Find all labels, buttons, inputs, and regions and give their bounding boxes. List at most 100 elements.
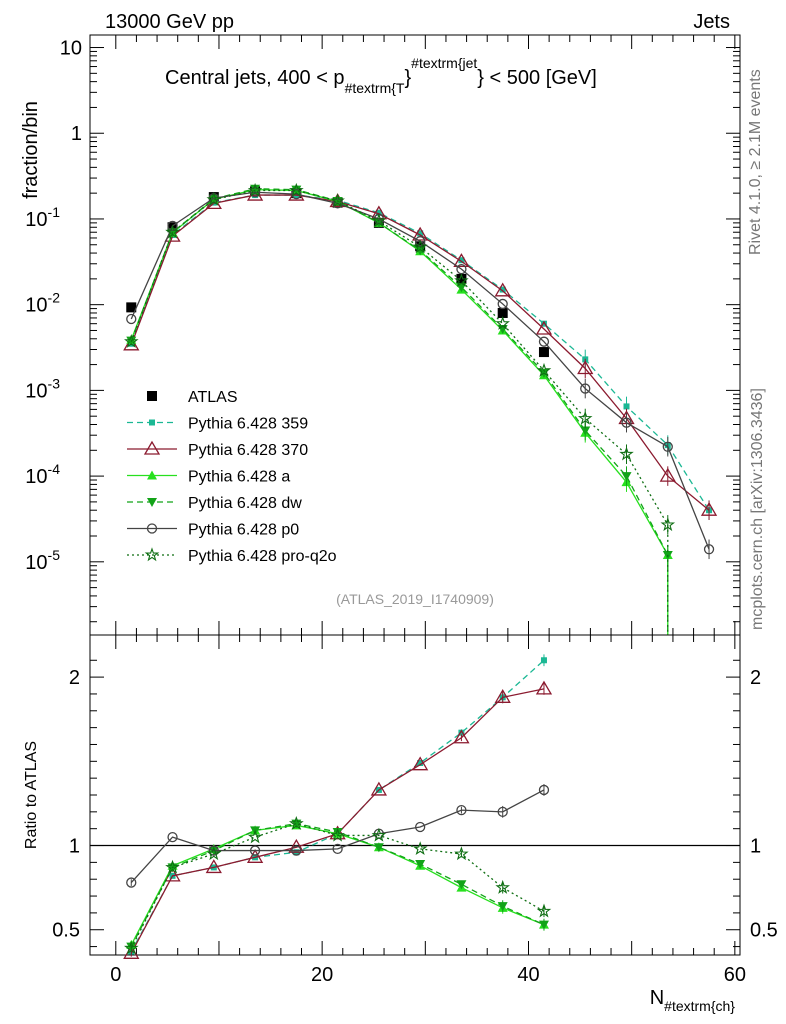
series-line-pq2o [130, 189, 669, 526]
legend-marker-pp0 [146, 523, 158, 534]
ratio-y-tick-label: 2 [69, 667, 80, 689]
ratio-point-p370 [412, 756, 429, 771]
svg-text:N#textrm{ch}: N#textrm{ch} [650, 987, 736, 1014]
legend-item-pa: Pythia 6.428 a [127, 469, 290, 486]
data-point-pp0 [662, 441, 673, 452]
ratio-line-p370 [130, 688, 545, 954]
data-point-p370 [659, 467, 676, 482]
main-y-tick-label: 10 [60, 38, 82, 60]
data-point-pq2o [577, 410, 593, 425]
data-point-pp0 [703, 544, 715, 555]
watermark: (ATLAS_2019_I1740909) [336, 591, 494, 607]
main-y-tick-exp: -4 [48, 461, 61, 477]
ratio-line-pp0 [130, 789, 545, 884]
data-point-pq2o [165, 224, 180, 239]
legend-label-pa: Pythia 6.428 a [188, 469, 290, 486]
ratio-series-pdw [126, 819, 549, 952]
legend-label-p370: Pythia 6.428 370 [188, 442, 308, 459]
data-point-p359 [499, 286, 506, 293]
data-point-pq2o [536, 362, 552, 377]
ratio-point-pq2o [330, 827, 345, 842]
ratio-series-pa [126, 820, 549, 949]
main-y-tick-label: 10-2 [25, 290, 60, 317]
main-title-end: } < 500 [GeV] [477, 67, 597, 89]
series-line-pdw [130, 188, 669, 556]
data-point-pp0 [621, 417, 632, 428]
header-right: Jets [693, 11, 730, 33]
ratio-ylabel: Ratio to ATLAS [23, 741, 40, 849]
main-ylabel: fraction/bin [20, 101, 42, 199]
ratio-point-pp0 [291, 845, 302, 856]
data-point-p359 [458, 257, 465, 264]
ratio-point-pq2o [412, 841, 428, 856]
legend-item-pdw: Pythia 6.428 dw [127, 495, 302, 512]
series-pq2o [124, 182, 676, 635]
main-frame [89, 34, 741, 636]
side-rivet: Rivet 4.1.0, ≥ 2.1M events [747, 69, 764, 255]
legend-marker-pq2o [144, 547, 160, 562]
data-point-pdw [208, 194, 219, 204]
ratio-point-pq2o [165, 859, 180, 874]
data-point-pp0 [497, 298, 508, 310]
ratio-point-pdw [415, 860, 426, 870]
series-line-p370 [130, 194, 710, 511]
data-point-pdw [580, 426, 591, 436]
series-pdw [126, 184, 673, 635]
main-title: Central jets, 400 < p#textrm{T}#textrm{j… [165, 55, 597, 96]
data-point-pp0 [580, 383, 591, 394]
data-point-p370 [453, 253, 470, 268]
data-point-pp0 [415, 236, 426, 247]
x-axis-label-sub: #textrm{ch} [664, 998, 735, 1014]
data-point-p359 [623, 403, 630, 410]
side-mcplots: mcplots.cern.ch [arXiv:1306.3436] [749, 388, 766, 630]
data-point-pq2o [330, 193, 345, 208]
legend: ATLAS Pythia 6.428 359 Pythia 6.428 370 Pyt… [127, 389, 337, 565]
ratio-point-pp0 [332, 843, 343, 855]
x-axis-label: N#textrm{ch} [650, 987, 736, 1014]
main-y-tick-base: 10 [25, 466, 47, 488]
svg-text:Central jets, 400 < p#textrm{T: Central jets, 400 < p#textrm{T}#textrm{j… [165, 55, 597, 96]
legend-marker-pdw [147, 498, 157, 507]
x-axis-label-main: N [650, 987, 664, 1009]
main-title-close: } [404, 67, 411, 89]
data-point-p370 [494, 282, 511, 297]
ratio-point-p370 [246, 849, 264, 863]
data-point-pq2o [371, 213, 387, 228]
data-point-pq2o [412, 239, 428, 254]
ratio-x-tick-label: 40 [517, 964, 539, 986]
legend-item-p359: Pythia 6.428 359 [127, 416, 308, 433]
legend-item-atlas: ATLAS [147, 389, 238, 406]
data-point-pp0 [249, 187, 261, 198]
ratio-frame [89, 634, 741, 956]
data-point-p370 [535, 320, 553, 335]
main-y-tick-exp: -2 [48, 290, 61, 306]
data-point-pq2o [247, 182, 263, 197]
ratio-point-pp0 [126, 877, 137, 888]
data-point-p359 [375, 209, 382, 216]
ratio-point-p359 [540, 657, 547, 664]
ratio-y-tick-label: 1 [69, 836, 80, 858]
main-y-tick-base: 10 [25, 295, 47, 317]
ratio-point-p370 [205, 859, 222, 874]
data-point-pq2o [124, 334, 139, 348]
ratio-y-tick-label: 0.5 [52, 920, 80, 942]
main-y-tick-base: 10 [25, 209, 47, 231]
main-y-tick-label: 10-5 [25, 547, 60, 574]
series-pa [126, 184, 673, 635]
ratio-point-pp0 [538, 784, 550, 796]
legend-label-pp0: Pythia 6.428 p0 [188, 522, 299, 539]
data-point-p370 [700, 501, 718, 516]
ratio-point-pq2o [124, 940, 139, 955]
ratio-series-pq2o [124, 815, 552, 955]
main-y-tick-exp: -5 [48, 547, 61, 563]
data-point-pp0 [126, 313, 137, 325]
data-point-pq2o [660, 517, 676, 532]
ratio-line-pq2o [130, 822, 545, 949]
legend-label-pq2o: Pythia 6.428 pro-q2o [188, 548, 337, 565]
data-point-pdw [250, 184, 261, 194]
ratio-y-tick-label-right: 0.5 [750, 920, 778, 942]
data-point-p370 [577, 360, 594, 375]
ratio-point-p359 [458, 729, 465, 736]
